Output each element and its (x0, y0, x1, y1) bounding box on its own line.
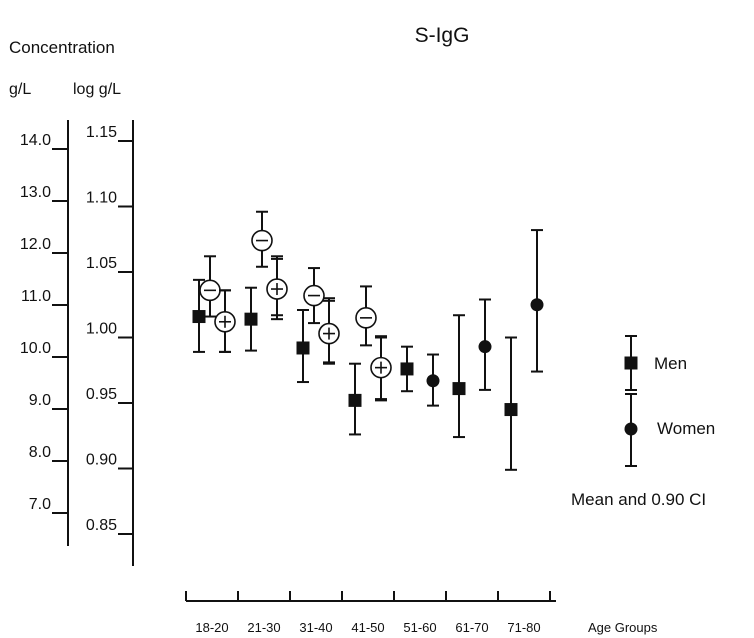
men-mean-marker (400, 362, 414, 376)
men-mean-marker (296, 341, 310, 355)
left-tick-label: 14.0 (20, 132, 51, 149)
men-mean-marker (504, 403, 518, 417)
log-tick-label: 1.15 (86, 124, 117, 141)
log-ticks: 1.15 1.10 1.05 1.00 0.95 0.90 0.85 (86, 124, 133, 535)
legend-men-label: Men (654, 354, 687, 373)
log-tick-label: 0.90 (86, 452, 117, 469)
legend-women-label: Women (657, 419, 715, 438)
men-mean-marker (244, 312, 258, 326)
left-tick-label: 13.0 (20, 184, 51, 201)
legend-note: Mean and 0.90 CI (571, 490, 706, 509)
women-mean-marker (530, 298, 544, 312)
left-axis-unit: g/L (9, 81, 31, 98)
men-mean-marker (192, 310, 206, 324)
left-tick-label: 12.0 (20, 236, 51, 253)
women-mean-marker (478, 340, 492, 354)
x-tick-label: 21-30 (247, 620, 280, 635)
log-tick-label: 1.10 (86, 190, 117, 207)
left-tick-label: 11.0 (21, 288, 51, 305)
x-ticks (185, 591, 551, 601)
x-axis-title: Age Groups (588, 620, 658, 635)
x-tick-label: 41-50 (351, 620, 384, 635)
left-tick-label: 10.0 (20, 340, 51, 357)
x-labels: 18-20 21-30 31-40 41-50 51-60 61-70 71-80 (195, 620, 540, 635)
left-ticks: 14.0 13.0 12.0 11.0 10.0 9.0 8.0 7.0 (20, 132, 68, 514)
data-marks (192, 210, 544, 471)
left-tick-label: 7.0 (29, 496, 51, 513)
log-tick-label: 1.05 (86, 255, 117, 272)
log-tick-label: 0.95 (86, 386, 117, 403)
men-mean-marker (348, 393, 362, 407)
women-mean-marker (426, 374, 440, 388)
legend-men-marker (624, 356, 638, 370)
x-tick-label: 31-40 (299, 620, 332, 635)
right-axis-unit: log g/L (73, 81, 121, 98)
x-tick-label: 71-80 (507, 620, 540, 635)
x-tick-label: 18-20 (195, 620, 228, 635)
axis-heading: Concentration (9, 38, 115, 57)
chart-title: S-IgG (415, 24, 470, 47)
legend: Men Women Mean and 0.90 CI (571, 335, 715, 509)
x-tick-label: 51-60 (403, 620, 436, 635)
log-tick-label: 1.00 (86, 321, 117, 338)
x-tick-label: 61-70 (455, 620, 488, 635)
legend-women-marker (624, 422, 638, 436)
left-tick-label: 8.0 (29, 444, 51, 461)
men-mean-marker (452, 382, 466, 396)
log-tick-label: 0.85 (86, 517, 117, 534)
left-tick-label: 9.0 (29, 392, 51, 409)
